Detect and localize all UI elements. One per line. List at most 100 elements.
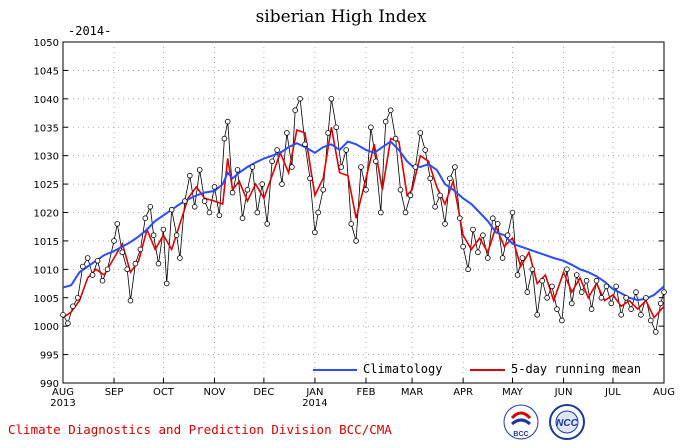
y-tick-label: 1025 [34,180,59,191]
y-tick-label: 1015 [34,237,59,248]
daily-point [603,283,610,290]
daily-point [234,167,241,173]
axes-layer: 990 995 1000 1005 1010 1015 1020 1025 1030 1035 10… [34,38,675,409]
daily-point [499,255,506,261]
daily-point [504,232,511,239]
daily-point [137,246,144,253]
daily-point [160,226,167,233]
daily-point [539,277,545,284]
daily-point [65,320,71,327]
daily-point [578,289,585,295]
daily-point [613,283,619,290]
daily-point [292,107,299,113]
daily-point [279,181,285,187]
daily-point [147,204,154,210]
daily-point [155,260,162,267]
daily-point [372,158,379,165]
daily-point [99,277,106,284]
y-tick-label: 1050 [34,38,59,49]
daily-point [588,306,595,312]
daily-point [201,198,208,204]
daily-point [509,209,516,216]
bcc-logo-icon: BCC [503,404,539,440]
daily-point [657,300,664,307]
daily-point [382,118,389,125]
daily-point [328,96,335,102]
ncc-logo-text: NCC [556,418,578,429]
daily-point [470,226,476,233]
y-tick-label: 995 [40,351,59,362]
daily-point [163,280,170,287]
daily-point [80,263,86,270]
daily-point [191,204,198,210]
daily-point [452,164,458,170]
daily-point [284,130,290,136]
daily-point [407,192,414,199]
daily-point [177,255,183,261]
x-tick-label: SEP [105,387,124,398]
daily-point [297,96,303,102]
daily-point [456,215,463,222]
daily-point [643,294,649,301]
bcc-logo-text: BCC [513,431,528,438]
daily-point [529,266,536,273]
daily-point [480,232,486,239]
daily-point [554,306,560,312]
daily-point [402,209,409,216]
x-tick-label: JUN [554,387,573,398]
daily-point [368,124,374,131]
daily-point [320,187,327,193]
daily-point [315,209,322,216]
daily-point [173,232,180,239]
daily-point [264,221,271,227]
legend: Climatology 5-day running mean [313,362,641,376]
daily-point [358,164,364,170]
x-tick-label: JUL [604,387,621,398]
y-tick-label: 1045 [34,66,59,77]
x-tick-label: MAR [401,387,423,398]
daily-point [229,189,236,196]
daily-point [417,130,424,136]
daily-point [534,311,540,318]
daily-point [216,212,223,219]
daily-point [437,192,443,199]
y-tick-label: 990 [40,379,59,390]
daily-point [211,184,218,190]
daily-point [124,266,130,273]
daily-point [568,300,575,307]
daily-point [187,172,193,179]
daily-point [150,232,157,239]
y-tick-label: 1005 [34,294,59,305]
y-tick-label: 1010 [34,265,59,276]
daily-point [104,266,111,273]
daily-point [559,317,565,324]
daily-point [628,306,634,312]
x-tick-label: JAN [305,387,323,398]
y-tick-label: 1000 [34,322,59,333]
y-tick-label: 1040 [34,95,59,106]
x-tick-label: AUG [52,387,74,398]
daily-point [593,277,600,284]
x-tick-label: APR [453,387,473,398]
daily-point [119,249,126,256]
x-tick-label: OCT [153,387,175,398]
daily-point [460,243,466,250]
daily-point [168,206,175,213]
ncc-logo-icon: NCC [549,404,585,440]
daily-point [447,175,453,182]
daily-point [519,255,526,261]
daily-point [494,221,501,227]
daily-point [544,294,550,301]
chart-subtitle: -2014- [68,24,111,38]
daily-point [239,215,246,222]
daily-point [573,272,580,278]
daily-point [412,164,419,170]
daily-point [259,181,266,187]
x-tick-label: MAY [502,387,524,398]
daily-point [638,311,644,318]
daily-point [333,124,340,131]
chart-title: siberian High Index [256,7,427,27]
footer-credit: Climate Diagnostics and Prediction Divis… [8,422,392,437]
daily-point [608,300,615,307]
daily-point [392,135,399,142]
